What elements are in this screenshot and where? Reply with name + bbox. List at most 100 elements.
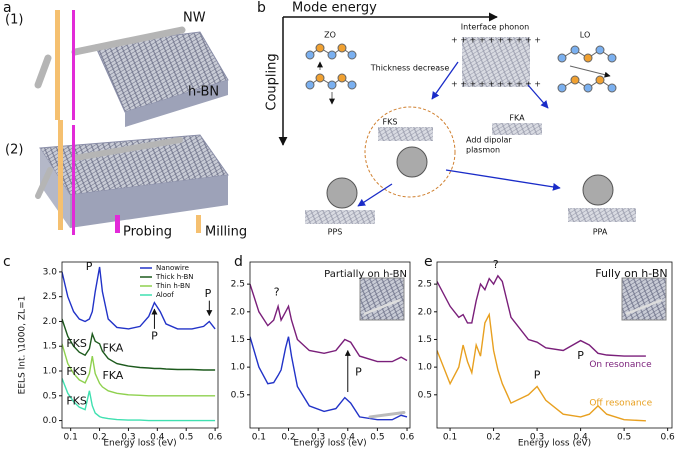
y-tick-label: 0.5 (43, 391, 57, 401)
plot-frame (61, 261, 219, 429)
process-label: Thickness decrease (370, 64, 450, 73)
substrate-label: h-BN (188, 85, 219, 100)
transition-arrow (431, 61, 459, 100)
annotation: ? (493, 258, 499, 271)
series-label: Off resonance (589, 399, 652, 409)
inset-nanowire (363, 298, 401, 316)
mode-label: ZO (324, 31, 336, 40)
annotation: P (86, 260, 93, 273)
axis-label: Coupling (265, 53, 280, 110)
step-label: (2) (5, 143, 23, 158)
nanowire-label: NW (183, 11, 206, 26)
plasmon-particle (326, 177, 358, 209)
x-axis-label: Energy loss (eV) (293, 439, 366, 449)
y-tick-label: 1.0 (43, 367, 58, 377)
x-tick-label: 0.2 (92, 433, 106, 443)
probing-beam (72, 125, 75, 235)
annotation: P (577, 349, 584, 362)
series-label: On resonance (589, 360, 652, 370)
inset-nanowire (368, 411, 406, 419)
x-tick-label: 0.6 (660, 433, 675, 443)
legend-label: Thin h-BN (155, 282, 190, 290)
legend-label: Thick h-BN (155, 273, 194, 281)
charge-row: + + + + + + + + + + (451, 80, 541, 89)
y-tick-label: 1.5 (231, 335, 245, 345)
nanowire-fragment (35, 167, 53, 199)
x-axis-label: Energy loss (eV) (518, 439, 591, 449)
transition-arrow (445, 169, 561, 191)
x-tick-label: 0.4 (573, 433, 588, 443)
x-tick-label: 0.3 (311, 433, 325, 443)
chart: 0.1 0.2 0.3 0.4 0.5 0.6 0.0 0.5 1.0 1.5 2.0 2.5 3.0 E… (18, 260, 223, 449)
milling-beam (58, 120, 63, 230)
x-axis-label: Energy loss (eV) (103, 439, 176, 449)
x-tick-label: 0.3 (530, 433, 544, 443)
process-label: plasmon (466, 146, 500, 155)
transition-arrow (357, 183, 393, 207)
panel-label: c (3, 254, 11, 270)
nanowire (72, 137, 183, 161)
series-line (62, 318, 216, 371)
series-line (437, 274, 646, 357)
y-axis-label: EELS Int. \1000, ZL=1 (18, 296, 28, 395)
milling-label: Milling (205, 225, 247, 240)
annotation: FKS (66, 365, 87, 378)
step-label: (1) (5, 13, 23, 28)
y-tick-label: 2.0 (43, 317, 58, 327)
plasmon-particle (396, 146, 428, 178)
x-tick-label: 0.6 (208, 433, 223, 443)
y-tick-label: 0.5 (418, 390, 432, 400)
y-tick-label: 1.5 (418, 335, 432, 345)
x-tick-label: 0.2 (486, 433, 500, 443)
legend-label: Nanowire (156, 264, 189, 272)
x-tick-label: 0.4 (341, 433, 356, 443)
x-tick-label: 0.5 (179, 433, 193, 443)
ppa-slab (568, 208, 636, 222)
coupling-region (364, 106, 456, 198)
annotation: FKS (66, 337, 87, 350)
series-line (62, 266, 216, 330)
transition-arrow (527, 84, 549, 109)
chart: 0.1 0.2 0.3 0.4 0.5 0.6 0.5 1.0 1.5 2.0 2.5 Energy … (231, 261, 414, 449)
inset-flake (359, 277, 405, 321)
inset-nanowire (625, 298, 663, 316)
x-tick-label: 0.3 (121, 433, 135, 443)
y-tick-label: 3.0 (43, 267, 58, 277)
y-tick-label: 2.5 (418, 280, 432, 290)
panel-label: a (3, 0, 12, 16)
mode-label: Interface phonon (461, 23, 529, 32)
mode-label: FKA (509, 114, 525, 123)
annotation: P (534, 368, 541, 381)
mode-label: PPS (328, 228, 343, 237)
series-line (62, 343, 216, 397)
chart: 0.1 0.2 0.3 0.4 0.5 0.6 0.5 1.0 1.5 2.0 2.5 Energy … (418, 258, 675, 449)
annotation: ? (274, 285, 280, 298)
annotation: P (205, 287, 212, 300)
annotation: FKS (66, 395, 87, 408)
mode-label: FKS (383, 118, 398, 127)
y-tick-label: 2.0 (418, 307, 433, 317)
nanowire (71, 26, 186, 56)
x-tick-label: 0.5 (617, 433, 631, 443)
probing-label: Probing (123, 225, 172, 240)
x-tick-label: 0.5 (370, 433, 384, 443)
probing-beam (72, 10, 75, 120)
nanowire-fragment (34, 54, 52, 89)
annotation: Fully on h-BN (595, 267, 667, 280)
probing-icon (115, 215, 120, 233)
mode-label: LO (580, 31, 590, 40)
milling-beam (55, 10, 60, 120)
annotation: Partially on h-BN (324, 269, 407, 280)
y-tick-label: 1.0 (418, 363, 433, 373)
hbn-edge (125, 80, 228, 127)
y-tick-label: 2.5 (231, 280, 245, 290)
plasmon-particle (582, 174, 614, 206)
panel-a: (1) NW h-BN (2) Probing Milling (5, 10, 247, 240)
panel-label: d (234, 254, 243, 270)
panel-label: b (257, 0, 266, 16)
annotation: P (151, 329, 158, 342)
milling-icon (196, 215, 201, 233)
annotation: P (355, 366, 362, 379)
y-tick-label: 1.5 (43, 342, 57, 352)
